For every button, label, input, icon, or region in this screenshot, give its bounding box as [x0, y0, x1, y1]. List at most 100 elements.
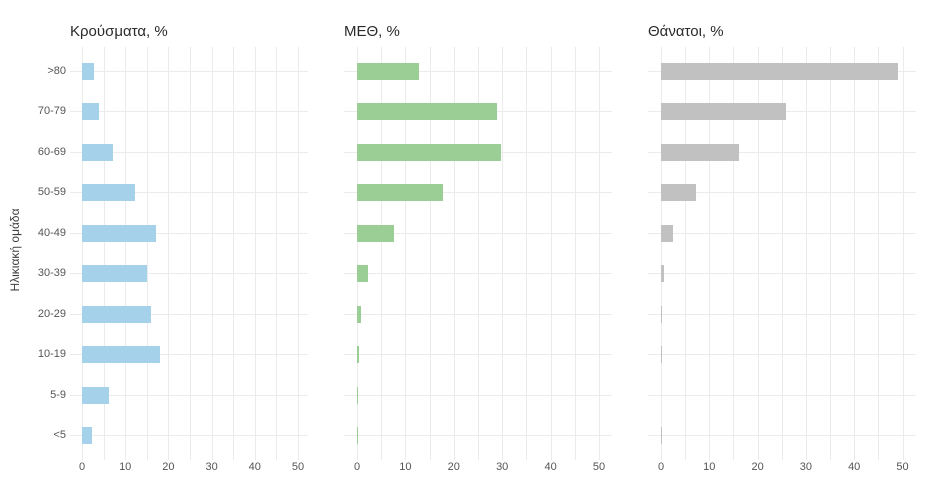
x-tick-label: 40 — [248, 461, 261, 473]
gridline-horizontal — [70, 192, 308, 194]
bar-cases-5-9 — [82, 386, 109, 404]
y-tick-label: >80 — [47, 64, 66, 77]
bar-icu->80 — [357, 62, 420, 80]
x-tick-label: 40 — [848, 461, 861, 473]
gridline-horizontal — [648, 313, 916, 315]
y-tick-label: 70-79 — [37, 105, 66, 118]
gridline-vertical — [211, 47, 213, 460]
bar-icu-20-29 — [357, 305, 362, 323]
panel-title-cases: Κρούσματα, % — [70, 23, 168, 40]
gridline-horizontal — [648, 192, 916, 194]
gridline-horizontal — [344, 232, 612, 234]
y-tick-label: 60-69 — [37, 145, 66, 158]
bar-deaths-40-49 — [661, 224, 673, 242]
gridline-horizontal — [648, 232, 916, 234]
gridline-horizontal — [344, 70, 612, 72]
bar-deaths-10-19 — [661, 346, 662, 364]
gridline-vertical — [103, 47, 105, 460]
bar-cases-10-19 — [82, 346, 160, 364]
x-tick-label: 20 — [751, 461, 764, 473]
gridline-horizontal — [648, 273, 916, 275]
gridline-vertical — [854, 47, 856, 460]
bar-icu-30-39 — [357, 265, 368, 283]
bar-deaths-50-59 — [661, 184, 696, 202]
x-tick-label: 10 — [399, 461, 412, 473]
gridline-vertical — [733, 47, 735, 460]
gridline-vertical — [254, 47, 256, 460]
gridline-horizontal — [70, 111, 308, 113]
bar-deaths-20-29 — [661, 305, 662, 323]
bar-cases-40-49 — [82, 224, 156, 242]
gridline-vertical — [757, 47, 759, 460]
gridline-horizontal — [70, 394, 308, 396]
gridline-vertical — [381, 47, 383, 460]
x-tick-label: 10 — [119, 461, 132, 473]
x-tick-label: 0 — [353, 461, 361, 473]
gridline-horizontal — [70, 313, 308, 315]
bar-cases-20-29 — [82, 305, 151, 323]
gridline-vertical — [453, 47, 455, 460]
gridline-vertical — [526, 47, 528, 460]
gridline-vertical — [82, 47, 83, 460]
x-tick-label: 50 — [592, 461, 606, 473]
gridline-vertical — [478, 47, 479, 460]
gridline-horizontal — [344, 192, 612, 194]
panel-icu — [344, 47, 612, 460]
panel-title-icu: ΜΕΘ, % — [344, 23, 400, 40]
gridline-vertical — [805, 47, 807, 460]
x-tick-label: 30 — [205, 461, 218, 473]
bar-deaths-<5 — [661, 427, 662, 445]
gridline-horizontal — [344, 394, 612, 396]
gridline-vertical — [429, 47, 431, 460]
bar-cases-<5 — [82, 427, 92, 445]
gridline-vertical — [830, 47, 832, 460]
gridline-horizontal — [70, 232, 308, 234]
bar-deaths-30-39 — [661, 265, 665, 283]
gridline-vertical — [902, 47, 904, 460]
gridline-horizontal — [344, 435, 612, 437]
x-tick-label: 30 — [799, 461, 813, 473]
bar-icu-5-9 — [357, 386, 358, 404]
y-tick-label: 40-49 — [37, 226, 66, 239]
x-tick-label: 0 — [657, 461, 665, 473]
gridline-vertical — [550, 47, 552, 460]
y-tick-label: 30-39 — [37, 267, 66, 280]
bar-cases-60-69 — [82, 143, 114, 161]
gridline-horizontal — [648, 354, 916, 356]
x-tick-label: 40 — [544, 461, 557, 473]
x-tick-label: 10 — [703, 461, 716, 473]
y-tick-label: 5-9 — [50, 388, 66, 401]
gridline-vertical — [878, 47, 880, 460]
gridline-vertical — [781, 47, 783, 460]
panel-title-deaths: Θάνατοι, % — [648, 23, 724, 40]
gridline-horizontal — [70, 151, 308, 153]
gridline-horizontal — [344, 273, 612, 275]
bar-cases-50-59 — [82, 184, 136, 202]
bar-deaths-70-79 — [661, 103, 786, 121]
gridline-vertical — [574, 47, 576, 460]
bar-icu-40-49 — [357, 224, 394, 242]
x-tick-label: 20 — [447, 461, 460, 473]
x-tick-label: 50 — [291, 461, 305, 473]
gridline-horizontal — [648, 435, 916, 437]
gridline-horizontal — [648, 151, 916, 153]
gridline-vertical — [599, 47, 600, 460]
gridline-vertical — [146, 47, 148, 460]
x-tick-label: 0 — [78, 461, 86, 473]
panel-deaths — [648, 47, 916, 460]
y-tick-label: 50-59 — [37, 186, 66, 199]
gridline-horizontal — [344, 354, 612, 356]
gridline-vertical — [661, 47, 662, 460]
gridline-horizontal — [344, 313, 612, 315]
gridline-vertical — [298, 47, 299, 460]
y-tick-label: <5 — [53, 429, 66, 442]
bar-deaths-60-69 — [661, 143, 739, 161]
gridline-horizontal — [70, 273, 308, 275]
bar-icu-<5 — [357, 427, 358, 445]
gridline-vertical — [125, 47, 127, 460]
gridline-vertical — [276, 47, 278, 460]
gridline-vertical — [190, 47, 191, 460]
bar-icu-70-79 — [357, 103, 497, 121]
gridline-vertical — [168, 47, 170, 460]
